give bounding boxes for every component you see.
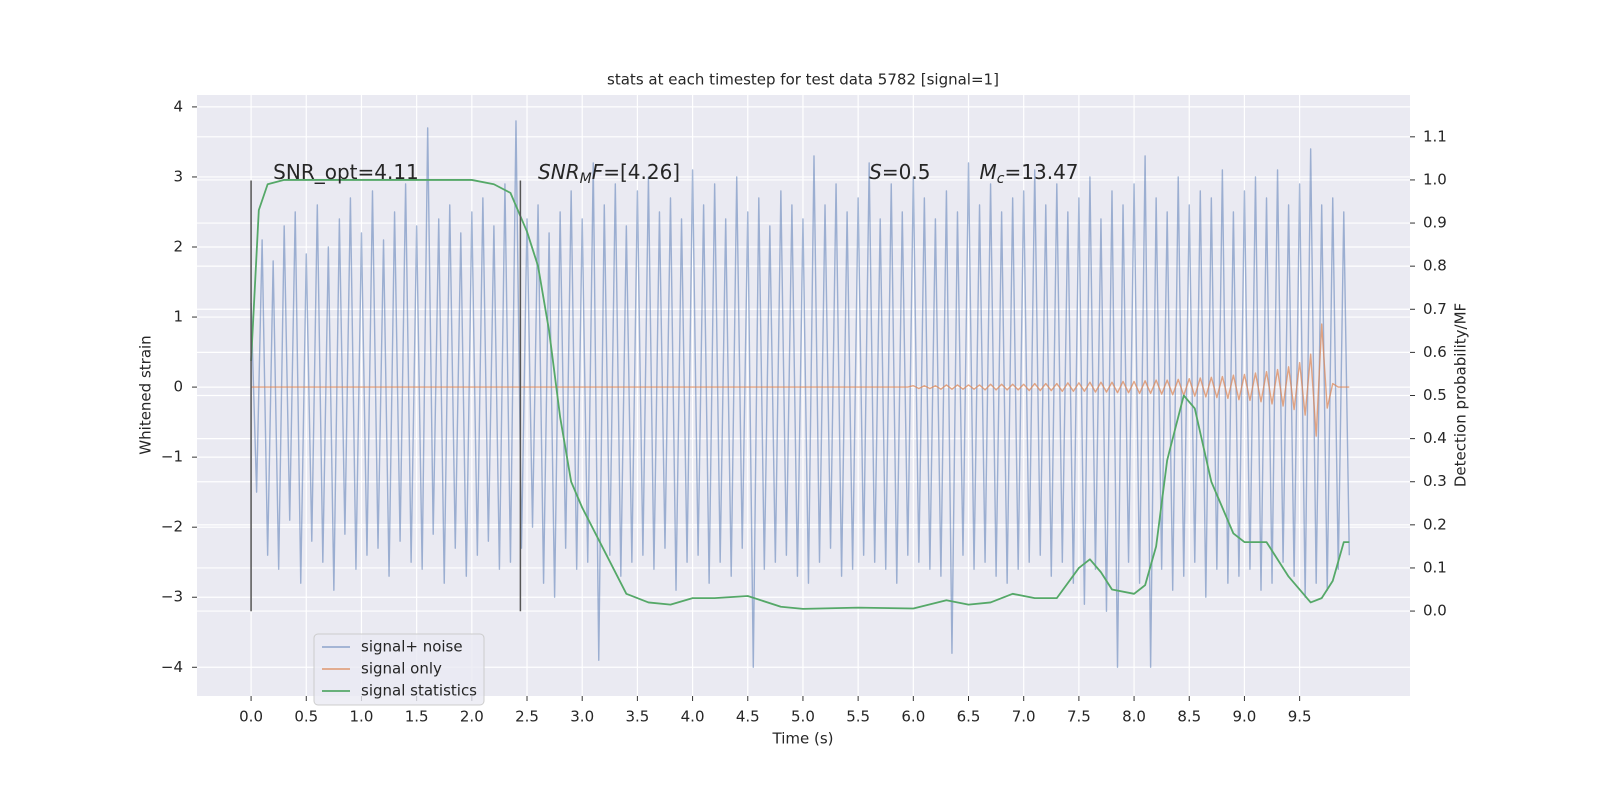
annotation-part: =0.5 [882, 159, 931, 183]
y2-axis-label: Detection probability/MF [1452, 303, 1470, 487]
annotation: SNR_opt=4.11 [273, 159, 419, 183]
legend-box [313, 633, 485, 706]
y2-tick-label: 0.3 [1423, 472, 1447, 490]
x-tick-label: 9.5 [1288, 708, 1312, 726]
x-tick-label: 7.0 [1012, 708, 1036, 726]
x-tick-label: 4.5 [736, 708, 760, 726]
x-tick-label: 0.5 [294, 708, 318, 726]
y2-tick-label: 1.1 [1423, 127, 1447, 145]
annotation: Mc=13.47 [980, 159, 1079, 187]
x-tick-label: 5.0 [791, 708, 815, 726]
y2-tick-label: 0.1 [1423, 558, 1447, 576]
y-tick-label: 3 [173, 167, 183, 185]
annotation-part: SNR [538, 159, 580, 183]
y-tick-label: 1 [173, 308, 183, 326]
x-tick-label: 6.5 [957, 708, 981, 726]
series-line [250, 120, 1350, 668]
legend-label: signal+ noise [361, 638, 463, 656]
series-line [251, 323, 1350, 437]
annotation-part: M [980, 159, 997, 183]
annotation: S=0.5 [869, 159, 930, 183]
y-tick-label: −1 [161, 448, 183, 466]
x-tick-label: 9.0 [1233, 708, 1257, 726]
y2-tick-label: 0.5 [1423, 386, 1447, 404]
annotation-part: F [592, 159, 604, 183]
y-tick-label: 2 [173, 238, 183, 256]
x-tick-label: 1.5 [405, 708, 429, 726]
y2-tick-label: 0.6 [1423, 343, 1447, 361]
annotation: SNRMF=[4.26] [538, 159, 680, 187]
y2-tick-label: 0.0 [1423, 602, 1447, 620]
y2-tick-label: 0.9 [1423, 214, 1447, 232]
annotation-part: SNR_opt=4.11 [273, 159, 419, 183]
y2-tick-label: 0.8 [1423, 257, 1447, 275]
y-tick-label: −2 [161, 518, 183, 536]
y2-tick-label: 0.4 [1423, 429, 1447, 447]
x-tick-label: 0.0 [239, 708, 263, 726]
x-tick-label: 7.5 [1067, 708, 1091, 726]
annotation-part: c [997, 171, 1005, 187]
y2-tick-label: 1.0 [1423, 170, 1447, 188]
y-tick-label: −3 [161, 588, 183, 606]
x-tick-label: 8.0 [1122, 708, 1146, 726]
legend-label: signal only [361, 660, 442, 678]
y-tick-label: 4 [173, 97, 183, 115]
x-tick-label: 8.5 [1177, 708, 1201, 726]
annotation-part: S [869, 159, 882, 183]
chart-title: stats at each timestep for test data 578… [607, 71, 999, 89]
y2-tick-label: 0.2 [1423, 515, 1447, 533]
x-tick-label: 2.5 [515, 708, 539, 726]
annotation-part: =[4.26] [603, 159, 680, 183]
series-line [250, 179, 1350, 610]
y2-tick-label: 0.7 [1423, 300, 1447, 318]
annotation-part: M [580, 171, 592, 187]
x-tick-label: 5.5 [846, 708, 870, 726]
x-tick-label: 2.0 [460, 708, 484, 726]
y-tick-label: 0 [173, 378, 183, 396]
legend-label: signal statistics [361, 682, 477, 700]
y-tick-label: −4 [161, 658, 183, 676]
x-tick-label: 3.0 [570, 708, 594, 726]
x-tick-label: 4.0 [681, 708, 705, 726]
x-tick-label: 1.0 [350, 708, 374, 726]
x-axis-label: Time (s) [772, 730, 834, 748]
x-tick-label: 6.0 [901, 708, 925, 726]
annotation-part: =13.47 [1005, 159, 1079, 183]
y-axis-label: Whitened strain [137, 335, 155, 454]
x-tick-label: 3.5 [625, 708, 649, 726]
